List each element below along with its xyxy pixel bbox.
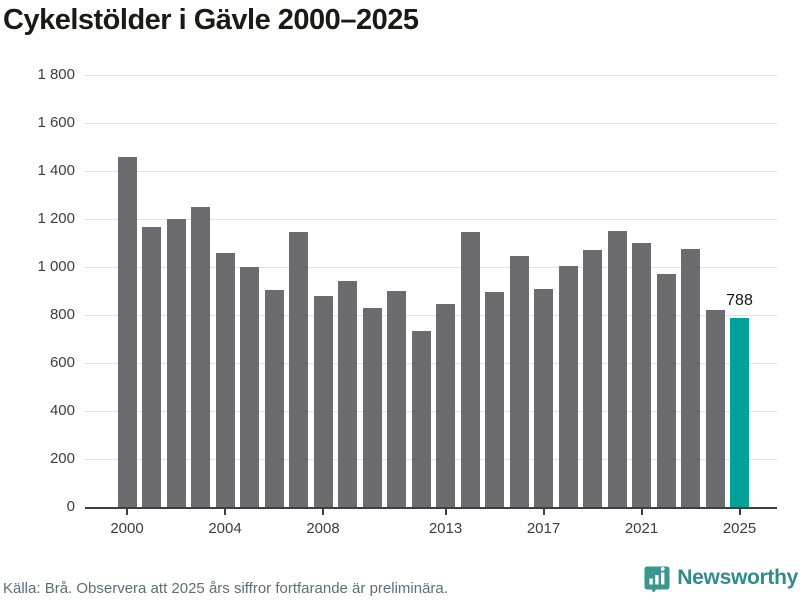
bar-2018 [558, 265, 578, 507]
x-tick-2000 [126, 509, 128, 515]
x-tick-2013 [444, 509, 447, 515]
gridline-1400 [85, 171, 777, 172]
y-tick-label-1800: 1 800 [37, 66, 75, 83]
y-tick-label-1200: 1 200 [37, 210, 75, 227]
bar-2013 [436, 304, 455, 507]
y-tick-label-0: 0 [66, 498, 75, 515]
bar-2016 [509, 256, 529, 507]
bar-2021 [632, 243, 651, 507]
gridline-1800 [85, 75, 777, 76]
bar-2011 [387, 291, 406, 507]
bar-2023 [681, 249, 700, 507]
bar-2004 [215, 252, 235, 507]
gridline-400 [85, 411, 777, 412]
plot-area: 0 200 400 600 800 1 000 1 200 1 400 1 600 1 800 20… [37, 66, 777, 537]
x-axis-line [85, 507, 777, 509]
bar-2010 [362, 307, 382, 507]
bar-2019 [583, 250, 602, 507]
x-tick-2008 [322, 509, 324, 515]
gridline-200 [85, 459, 777, 460]
y-tick-label-400: 400 [49, 402, 75, 419]
x-tick-label-2008: 2008 [306, 520, 340, 537]
y-tick-label-1000: 1 000 [37, 258, 75, 275]
bar-2009 [338, 281, 357, 507]
y-tick-label-200: 200 [49, 450, 75, 467]
bar-2025 [730, 317, 749, 507]
gridline-1600 [85, 123, 777, 124]
x-tick-label-2017: 2017 [526, 520, 561, 537]
gridline-600 [85, 363, 777, 364]
x-tick-label-2004: 2004 [208, 520, 242, 537]
x-tick-label-2021: 2021 [624, 520, 659, 537]
highlight-value-label: 788 [726, 291, 753, 309]
gridline-800 [85, 315, 777, 316]
x-tick-label-2025: 2025 [722, 520, 757, 537]
brand-name: Newsworthy [677, 566, 798, 589]
y-tick-label-600: 600 [49, 354, 75, 371]
x-tick-2004 [224, 509, 226, 515]
bar-2015 [485, 292, 504, 507]
bar-2022 [656, 274, 676, 507]
bar-2012 [411, 330, 431, 507]
bar-2014 [460, 232, 480, 507]
newsworthy-bar-chart-icon [643, 564, 671, 594]
bar-2007 [289, 232, 308, 507]
bar-2001 [142, 227, 161, 507]
x-tick-2025 [738, 509, 741, 515]
bar-2005 [240, 267, 259, 507]
x-tick-2021 [640, 509, 643, 515]
bar-2000 [117, 156, 137, 507]
chart-title: Cykelstölder i Gävle 2000–2025 [3, 4, 419, 36]
x-tick-label-2000: 2000 [110, 520, 144, 537]
bar-2008 [313, 295, 333, 507]
bar-2017 [534, 288, 553, 507]
gridline-1200 [85, 219, 777, 220]
bar-2003 [191, 207, 210, 507]
newsworthy-logo-link[interactable]: Newsworthy [643, 564, 798, 594]
x-tick-2017 [542, 509, 545, 515]
bar-2024 [705, 310, 725, 507]
bar-2006 [264, 289, 284, 507]
footer: Källa: Brå. Observera att 2025 års siffr… [0, 560, 800, 600]
source-note: Källa: Brå. Observera att 2025 års siffr… [3, 580, 448, 597]
y-tick-label-800: 800 [49, 306, 75, 323]
y-tick-label-1600: 1 600 [37, 114, 75, 131]
x-tick-label-2013: 2013 [428, 520, 463, 537]
bar-2002 [166, 219, 186, 507]
bar-2020 [607, 231, 627, 507]
y-tick-label-1400: 1 400 [37, 162, 75, 179]
gridline-1000 [85, 267, 777, 268]
